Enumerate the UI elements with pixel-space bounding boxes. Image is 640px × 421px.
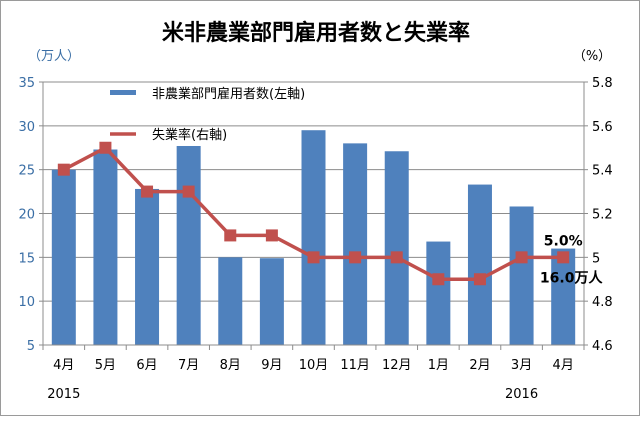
x-tick-label: 2月 — [469, 358, 490, 373]
line-marker — [349, 251, 362, 264]
right-tick-label: 5.4 — [592, 164, 613, 179]
x-tick-label: 10月 — [299, 358, 329, 373]
bar — [93, 149, 118, 345]
annotations: 5.0% 16.0万人 — [540, 233, 604, 286]
line-marker — [99, 141, 112, 154]
line-marker — [557, 251, 570, 264]
legend-label-bars: 非農業部門雇用者数(左軸) — [152, 86, 305, 102]
left-axis-unit: （万人） — [28, 49, 80, 64]
x-tick-label: 4月 — [53, 358, 74, 373]
bar — [467, 184, 492, 345]
legend: 非農業部門雇用者数(左軸) 失業率(右軸) — [110, 86, 305, 143]
left-tick-label: 5 — [27, 339, 35, 354]
x-tick-label: 1月 — [428, 358, 449, 373]
right-tick-label: 4.8 — [592, 295, 613, 310]
left-tick-label: 10 — [18, 295, 35, 310]
line-marker — [390, 251, 403, 264]
left-tick-label: 20 — [18, 208, 35, 223]
bar — [51, 169, 76, 345]
bar — [551, 248, 576, 345]
left-tick-label: 25 — [18, 164, 35, 179]
line-marker — [432, 273, 445, 286]
line-marker — [57, 163, 70, 176]
right-tick-label: 5.8 — [592, 76, 613, 91]
x-tick-label: 12月 — [382, 358, 412, 373]
left-tick-label: 30 — [18, 120, 35, 135]
right-tick-label: 5.6 — [592, 120, 613, 135]
x-tick-label: 8月 — [220, 358, 241, 373]
bar — [509, 206, 534, 345]
annotation-jobs: 16.0万人 — [540, 270, 604, 287]
labels-layer: 5 10 15 20 25 30 35 4.6 4.8 5 5.2 5.4 5.6 5.8 4月 5月 6月 7月… — [18, 76, 612, 402]
legend-swatch-bars — [110, 90, 136, 95]
bar — [343, 143, 368, 345]
x-tick-label: 7月 — [178, 358, 199, 373]
right-tick-label: 5.2 — [592, 208, 613, 223]
line-layer — [57, 141, 570, 286]
bar — [176, 145, 201, 345]
right-axis-unit: （%） — [573, 49, 611, 64]
year-label: 2015 — [47, 387, 80, 402]
x-tick-label: 11月 — [340, 358, 370, 373]
legend-label-line: 失業率(右軸) — [152, 127, 227, 143]
line-marker — [141, 185, 154, 198]
right-tick-label: 4.6 — [592, 339, 613, 354]
line-marker — [307, 251, 320, 264]
line-marker — [182, 185, 195, 198]
line-marker — [473, 273, 486, 286]
bar — [135, 188, 160, 345]
x-tick-label: 4月 — [553, 358, 574, 373]
line-marker — [224, 229, 237, 242]
annotation-rate: 5.0% — [544, 233, 583, 249]
axis-layer — [39, 81, 588, 350]
bar — [218, 257, 243, 345]
bar — [426, 241, 451, 345]
left-tick-label: 35 — [18, 76, 35, 91]
bars-layer — [51, 130, 576, 345]
right-tick-label: 5 — [592, 251, 600, 266]
x-tick-label: 3月 — [511, 358, 532, 373]
year-label: 2016 — [505, 387, 538, 402]
line-marker — [265, 229, 278, 242]
x-tick-label: 6月 — [136, 358, 157, 373]
bar — [259, 258, 284, 345]
bar — [301, 130, 326, 345]
line-marker — [515, 251, 528, 264]
bar — [384, 151, 409, 345]
left-tick-label: 15 — [18, 251, 35, 266]
x-tick-label: 9月 — [261, 358, 282, 373]
x-tick-label: 5月 — [95, 358, 116, 373]
chart-title: 米非農業部門雇用者数と失業率 — [162, 20, 470, 46]
